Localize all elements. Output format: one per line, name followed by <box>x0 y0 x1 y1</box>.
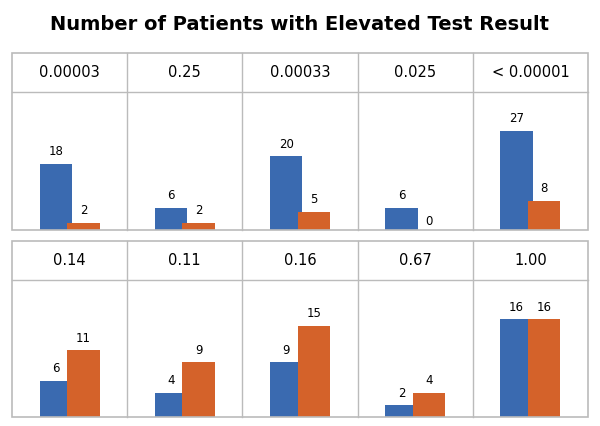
Text: 2: 2 <box>398 387 405 400</box>
Text: 6: 6 <box>167 190 175 202</box>
Text: 6: 6 <box>398 190 405 202</box>
Bar <box>155 393 187 417</box>
Text: 9: 9 <box>283 344 290 357</box>
Bar <box>528 320 560 417</box>
Bar <box>385 405 418 417</box>
Bar <box>182 223 215 230</box>
Bar <box>67 223 100 230</box>
Text: 16: 16 <box>537 301 552 314</box>
Text: 5: 5 <box>310 193 317 206</box>
Bar <box>413 393 445 417</box>
Text: Number of Patients with Elevated Test Result: Number of Patients with Elevated Test Re… <box>50 15 550 34</box>
Text: 0: 0 <box>425 216 433 228</box>
Text: < 0.00001: < 0.00001 <box>491 65 569 80</box>
Text: 15: 15 <box>307 307 321 320</box>
Text: 27: 27 <box>509 112 524 125</box>
Bar <box>500 320 533 417</box>
Bar <box>500 131 533 230</box>
Text: 4: 4 <box>167 374 175 388</box>
Bar <box>298 212 330 230</box>
Text: 0.00033: 0.00033 <box>270 65 330 80</box>
Text: 4: 4 <box>425 374 433 388</box>
Text: 2: 2 <box>195 204 202 217</box>
Text: 20: 20 <box>279 138 293 151</box>
Text: 6: 6 <box>52 362 59 375</box>
Text: 0.00003: 0.00003 <box>39 65 100 80</box>
Bar <box>182 363 215 417</box>
Bar <box>155 208 187 230</box>
Text: 0.14: 0.14 <box>53 253 86 268</box>
Text: 9: 9 <box>195 344 202 357</box>
Text: 0.025: 0.025 <box>394 65 436 80</box>
Bar <box>67 350 100 417</box>
Text: 0.11: 0.11 <box>169 253 201 268</box>
Bar <box>270 363 302 417</box>
Text: 16: 16 <box>509 301 524 314</box>
Text: 0.25: 0.25 <box>169 65 201 80</box>
Bar <box>298 325 330 417</box>
Text: 1.00: 1.00 <box>514 253 547 268</box>
Text: 0.67: 0.67 <box>399 253 431 268</box>
Bar <box>270 156 302 230</box>
Bar <box>528 201 560 230</box>
Text: 18: 18 <box>49 145 63 158</box>
Bar <box>40 164 72 230</box>
Text: 11: 11 <box>76 331 91 345</box>
Text: 0.16: 0.16 <box>284 253 316 268</box>
Bar <box>40 381 72 417</box>
Text: 8: 8 <box>541 182 548 195</box>
Bar <box>385 208 418 230</box>
Text: 2: 2 <box>80 204 87 217</box>
